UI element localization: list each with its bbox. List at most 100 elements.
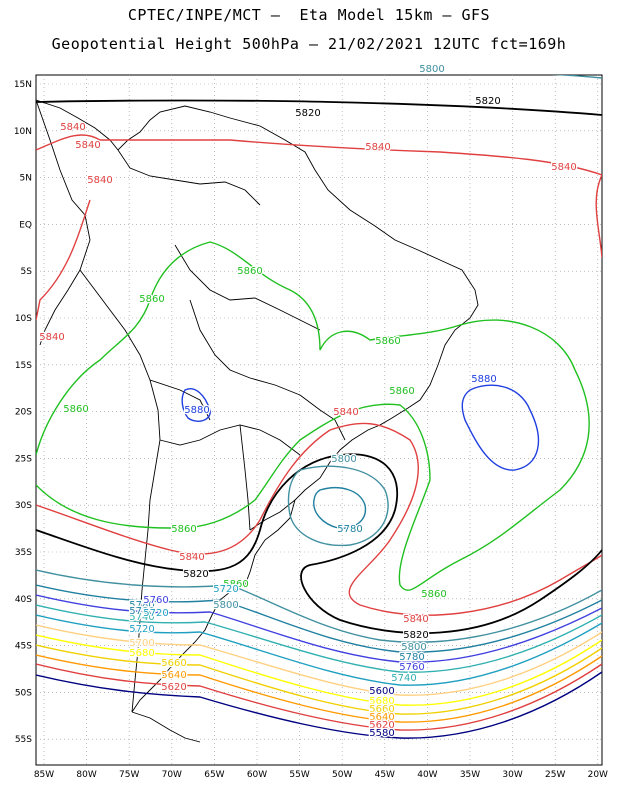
contour-label: 5840 — [60, 122, 85, 133]
contour-5840-west — [36, 199, 91, 321]
contour-label: 5840 — [87, 175, 112, 186]
contour-5840-east — [595, 174, 602, 259]
map-title-line1: CPTEC/INPE/MCT – Eta Model 15km – GFS — [127, 6, 491, 24]
contour-label: 5860 — [223, 579, 248, 590]
contour-label: 5840 — [75, 140, 100, 151]
lon-label: 70W — [162, 770, 182, 780]
contour-label: 5660 — [369, 704, 394, 715]
lon-label: 40W — [417, 770, 437, 780]
lat-label: 40S — [15, 595, 32, 605]
lon-label: 65W — [204, 770, 224, 780]
lat-label: 5S — [21, 267, 33, 277]
lon-label: 60W — [247, 770, 267, 780]
contour-label: 5600 — [369, 686, 394, 697]
latitude-labels: 15N 10N 5N EQ 5S 10S 15S 20S 25S 30S 35S 40S 45S 50S 5… — [14, 80, 32, 745]
contour-lines — [36, 75, 602, 739]
contour-label: 5800 — [419, 64, 444, 75]
contour-label: 5640 — [369, 712, 394, 723]
contour-5800-low — [287, 465, 389, 547]
contour-label: 5720 — [129, 624, 154, 635]
contour-5660-south — [36, 644, 602, 715]
contour-5760-south — [36, 594, 602, 663]
lon-label: 30W — [502, 770, 522, 780]
lon-label: 50W — [332, 770, 352, 780]
contour-label: 5840 — [403, 614, 428, 625]
contour-5860 — [36, 241, 590, 591]
lat-label: 10S — [15, 314, 32, 324]
contour-5840-south — [36, 422, 602, 616]
lat-label: 25S — [15, 454, 32, 464]
map-title-line2: Geopotential Height 500hPa – 21/02/2021 … — [51, 35, 567, 53]
contour-label: 5860 — [171, 524, 196, 535]
lon-label: 35W — [460, 770, 480, 780]
contour-label: 5740 — [391, 673, 416, 684]
contour-label: 5640 — [161, 670, 186, 681]
contour-label: 5580 — [369, 728, 394, 739]
contour-5740-south — [36, 604, 602, 673]
contour-label: 5800 — [401, 642, 426, 653]
contour-5700-south — [36, 624, 602, 696]
contour-label: 5680 — [369, 696, 394, 707]
contour-label: 5820 — [183, 569, 208, 580]
contour-label: 5880 — [184, 405, 209, 416]
contour-label: 5620 — [161, 682, 186, 693]
lat-label: 20S — [15, 408, 32, 418]
lon-label: 85W — [34, 770, 54, 780]
contour-5880-west — [181, 388, 211, 422]
contour-label: 5780 — [399, 652, 424, 663]
lat-lon-grid — [36, 75, 602, 765]
contour-5680-south — [36, 634, 602, 706]
contour-label: 5820 — [403, 630, 428, 641]
coastline — [36, 99, 479, 743]
contour-label: 5720 — [143, 608, 168, 619]
contour-label: 5840 — [365, 142, 390, 153]
contour-5640-south — [36, 654, 602, 723]
contour-5820-south — [36, 453, 602, 635]
contour-label: 5820 — [475, 96, 500, 107]
lat-label: 15S — [15, 361, 32, 371]
contour-5800-south — [36, 569, 602, 643]
contour-label: 5840 — [39, 332, 64, 343]
lat-label: 35S — [15, 548, 32, 558]
map-frame — [35, 74, 603, 766]
lat-label: 15N — [14, 80, 32, 90]
contour-label: 5660 — [161, 658, 186, 669]
contour-labels: 5800582058205840584058405840584058405860… — [38, 63, 578, 741]
contour-label: 5800 — [213, 600, 238, 611]
contour-label: 5700 — [129, 638, 154, 649]
contour-label: 5820 — [295, 108, 320, 119]
lat-label: EQ — [19, 220, 32, 230]
contour-label: 5780 — [129, 600, 154, 611]
contour-5820-north — [36, 99, 602, 116]
contour-5780-south — [36, 584, 602, 653]
lon-label: 55W — [289, 770, 309, 780]
contour-label: 5780 — [337, 524, 362, 535]
contour-label: 5800 — [331, 454, 356, 465]
lat-label: 30S — [15, 501, 32, 511]
longitude-labels: 85W 80W 75W 70W 65W 60W 55W 50W 45W 40W 35W 30W 25W 2… — [34, 770, 608, 780]
lat-label: 50S — [15, 688, 32, 698]
contour-5720-south — [36, 614, 602, 686]
lat-label: 5N — [20, 174, 32, 184]
lon-label: 25W — [545, 770, 565, 780]
contour-5840-north — [36, 134, 602, 176]
contour-label: 5880 — [471, 374, 496, 385]
contour-label: 5860 — [139, 294, 164, 305]
contour-label: 5840 — [179, 552, 204, 563]
contour-label: 5840 — [551, 162, 576, 173]
contour-5880-east — [461, 384, 540, 471]
contour-label: 5680 — [129, 648, 154, 659]
contour-label: 5860 — [375, 336, 400, 347]
contour-label: 5720 — [213, 584, 238, 595]
lon-label: 20W — [588, 770, 608, 780]
contour-label: 5860 — [63, 404, 88, 415]
contour-5600-south — [36, 671, 602, 739]
contour-label: 5780 — [129, 606, 154, 617]
lon-label: 45W — [375, 770, 395, 780]
contour-5620-south — [36, 663, 602, 731]
contour-label: 5620 — [369, 720, 394, 731]
contour-label: 5840 — [333, 407, 358, 418]
lat-label: 10N — [14, 127, 32, 137]
contour-label: 5740 — [129, 612, 154, 623]
